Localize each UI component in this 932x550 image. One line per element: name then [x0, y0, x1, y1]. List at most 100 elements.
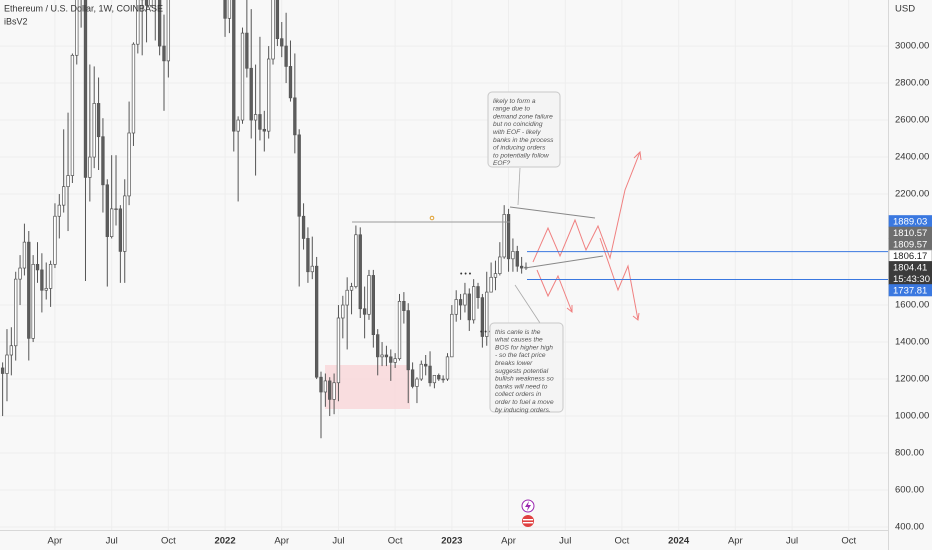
candle-body — [75, 0, 79, 56]
candle-body — [288, 66, 293, 99]
candle-body — [319, 376, 323, 393]
price-label-bg — [888, 284, 932, 297]
x-tick-label: Jul — [559, 536, 571, 547]
candle-body — [22, 241, 27, 269]
candle-body — [27, 241, 31, 339]
candle-body — [96, 103, 101, 138]
bear-path — [536, 269, 573, 313]
candle-body — [31, 264, 35, 339]
price-label: 1737.81 — [893, 285, 927, 296]
y-tick-label: 1000.00 — [895, 411, 929, 422]
candle-body — [454, 299, 458, 315]
candle-body — [393, 358, 397, 363]
note-line: with EOF - likely — [493, 129, 541, 136]
flag-stripe — [523, 522, 533, 524]
candle-body — [9, 345, 13, 356]
bull-path — [532, 151, 641, 263]
y-tick-label: 600.00 — [895, 485, 924, 496]
y-tick-label: 2600.00 — [895, 115, 929, 126]
candle-body — [157, 0, 162, 47]
price-label-time: 15:43:30 — [893, 274, 930, 285]
arrow-head — [566, 305, 573, 314]
candle-body — [493, 273, 498, 278]
note-line: to potentially follow — [493, 152, 550, 159]
candle-body — [114, 208, 118, 211]
candle-body — [441, 378, 445, 381]
candle-body — [437, 374, 441, 380]
candle-body — [44, 288, 48, 291]
x-tick-label: Jul — [106, 536, 118, 547]
candle-body — [0, 367, 5, 374]
x-tick-label: Apr — [274, 536, 289, 547]
candle-body — [253, 114, 258, 121]
candles — [0, 0, 528, 439]
candle-body — [14, 278, 18, 347]
candle-body — [249, 67, 253, 121]
candle-body — [127, 132, 131, 197]
candle-body — [35, 264, 40, 271]
y-tick-label: 2800.00 — [895, 78, 929, 89]
candle-body — [40, 269, 44, 291]
candle-body — [336, 317, 341, 384]
note-line: demand zone failure — [493, 113, 553, 120]
candle-body — [227, 0, 232, 19]
flag-stripe — [523, 519, 533, 521]
x-tick-label: 2024 — [668, 536, 690, 547]
x-tick-label: Oct — [841, 536, 856, 547]
note-box — [489, 322, 564, 413]
candle-body — [362, 308, 367, 315]
note-line: range due to — [493, 106, 530, 113]
price-labels: 1889.031810.571809.571806.171804.4115:43… — [527, 215, 932, 297]
y-tick-label: 2400.00 — [895, 152, 929, 163]
note-line: of inducing orders — [493, 145, 546, 152]
grid — [0, 0, 888, 530]
note-box — [487, 91, 561, 168]
candle-body — [83, 0, 88, 178]
candle-body — [485, 291, 489, 337]
drawings: • • • • • • — [352, 150, 642, 336]
candle-body — [480, 297, 485, 337]
note-line: banks will need to — [495, 383, 548, 390]
y-tick-label: 1200.00 — [895, 374, 929, 385]
marker — [429, 215, 435, 221]
note-line: this canle is the — [495, 329, 541, 336]
candle-body — [458, 299, 463, 306]
candle-body — [275, 0, 280, 40]
candle-body — [328, 380, 332, 400]
candle-body — [389, 356, 393, 363]
y-tick-label: 400.00 — [895, 522, 924, 533]
candle-body — [162, 45, 166, 62]
candle-body — [245, 32, 249, 69]
candle-body — [502, 214, 506, 258]
candle-body — [66, 175, 70, 188]
candle-body — [48, 264, 53, 289]
y-tick-label: 3000.00 — [895, 41, 929, 52]
candle-body — [136, 0, 140, 45]
candle-body — [397, 301, 402, 360]
note-line: collect orders in — [495, 391, 542, 398]
candle-body — [62, 186, 66, 206]
candle-body — [380, 354, 384, 358]
candle-body — [18, 267, 22, 280]
candle-body — [358, 234, 362, 310]
y-tick-label: 1600.00 — [895, 300, 929, 311]
note-line: but no coinciding — [493, 121, 543, 128]
x-tick-label: 2022 — [214, 536, 235, 547]
candle-body — [419, 363, 423, 380]
note-line: suggests potential — [495, 368, 549, 375]
note-line: banks in the process — [493, 137, 554, 144]
candle-body — [118, 208, 123, 252]
triangle-lower — [524, 255, 604, 269]
note-line: breaks lower — [495, 360, 533, 367]
candle-body — [489, 276, 493, 293]
candle-body — [92, 103, 96, 158]
candle-body — [105, 184, 109, 237]
candle-body — [149, 0, 153, 6]
y-tick-label: 800.00 — [895, 448, 924, 459]
indicator-label: iBsV2 — [4, 16, 28, 26]
axes: 400.00 600.00 800.00 1000.00 1200.00 1400.00 1… — [48, 41, 930, 547]
candle-body — [166, 0, 171, 62]
